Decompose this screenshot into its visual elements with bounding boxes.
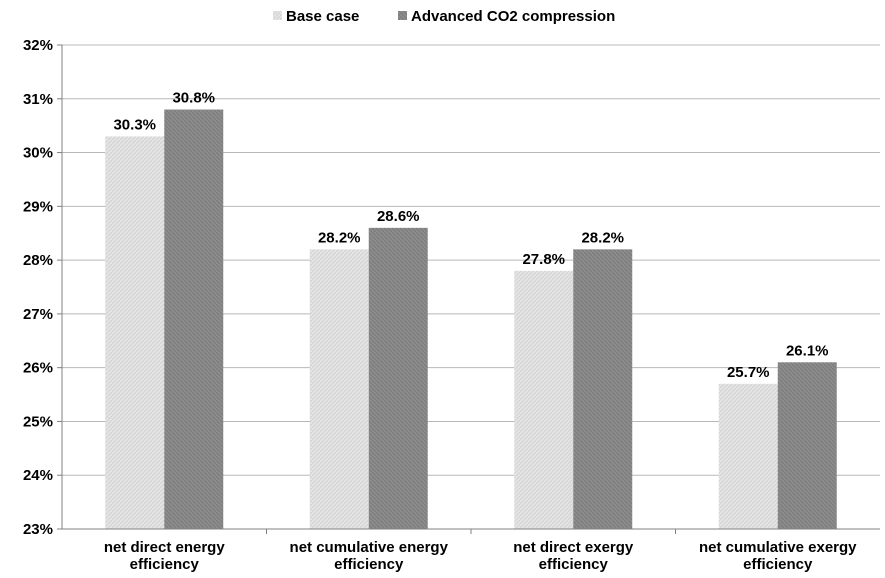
data-labels: 30.3% 30.8% 28.2% 28.6% 27.8% 28.2% 25.7% 26.1% xyxy=(113,90,828,381)
y-tick-label: 25% xyxy=(23,413,53,430)
y-tick-label: 26% xyxy=(23,360,53,377)
bar-advanced-co2-compression xyxy=(164,109,224,530)
y-tick-label: 31% xyxy=(23,91,53,108)
bar-advanced-co2-compression xyxy=(368,227,428,529)
legend-label-base-case: Base case xyxy=(286,8,359,25)
y-tick-label: 23% xyxy=(23,521,53,538)
x-category-label: efficiency xyxy=(130,556,200,573)
y-tick-label: 32% xyxy=(23,37,53,54)
y-tick-label: 28% xyxy=(23,252,53,269)
y-tick-label: 30% xyxy=(23,145,53,162)
data-label-advanced-co2-compression: 26.1% xyxy=(786,342,829,359)
bars xyxy=(105,109,837,530)
data-label-base-case: 30.3% xyxy=(113,116,156,133)
bar-base-case xyxy=(105,136,165,529)
y-axis-ticks: 23% 24% 25% 26% 27% 28% 29% 30% 31% 32% xyxy=(23,37,62,538)
y-tick-label: 24% xyxy=(23,467,53,484)
bar-base-case xyxy=(309,249,369,529)
data-label-advanced-co2-compression: 30.8% xyxy=(172,90,215,107)
legend: Base case Advanced CO2 compression xyxy=(273,8,615,25)
data-label-advanced-co2-compression: 28.2% xyxy=(581,229,624,246)
data-label-base-case: 28.2% xyxy=(318,229,361,246)
legend-swatch-advanced-co2-compression xyxy=(398,11,407,20)
bar-base-case xyxy=(718,383,778,529)
legend-swatch-base-case xyxy=(273,11,282,20)
y-tick-label: 27% xyxy=(23,306,53,323)
data-label-base-case: 25.7% xyxy=(727,364,770,381)
x-category-label: efficiency xyxy=(539,556,609,573)
legend-label-advanced-co2-compression: Advanced CO2 compression xyxy=(411,8,615,25)
x-category-label: net direct energy xyxy=(104,539,226,556)
x-category-label: efficiency xyxy=(743,556,813,573)
bar-base-case xyxy=(514,270,574,529)
x-category-label: net cumulative exergy xyxy=(699,539,857,556)
x-category-label: efficiency xyxy=(334,556,404,573)
y-tick-label: 29% xyxy=(23,198,53,215)
data-label-advanced-co2-compression: 28.6% xyxy=(377,208,420,225)
x-category-label: net cumulative energy xyxy=(290,539,449,556)
bar-advanced-co2-compression xyxy=(573,249,633,529)
bar-advanced-co2-compression xyxy=(777,362,837,529)
data-label-base-case: 27.8% xyxy=(522,251,565,268)
x-category-label: net direct exergy xyxy=(513,539,634,556)
